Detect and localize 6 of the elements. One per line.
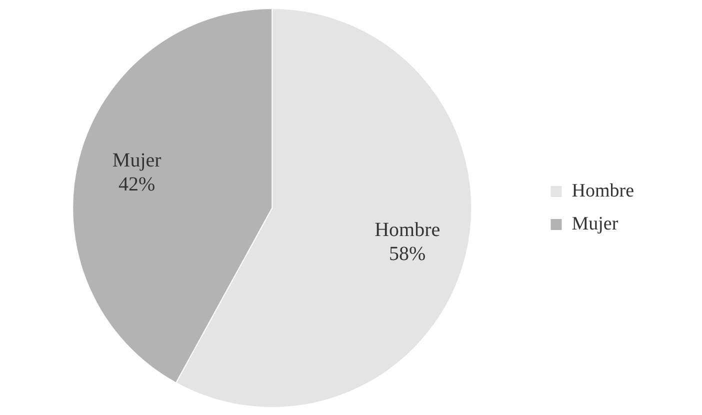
data-label: 42%: [118, 174, 156, 196]
legend-label: Mujer: [572, 213, 619, 234]
data-label: 58%: [389, 242, 426, 265]
slice-label: Mujer: [112, 150, 162, 172]
legend-label: Hombre: [572, 180, 634, 202]
slice-label: Hombre: [374, 218, 440, 241]
